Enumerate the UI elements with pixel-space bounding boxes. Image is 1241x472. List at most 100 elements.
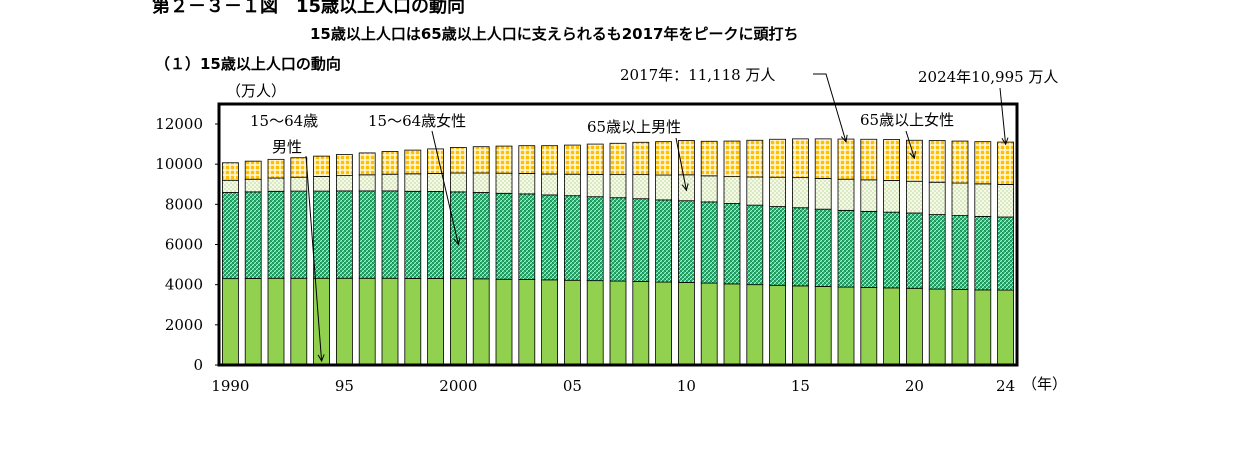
bar-segment-male_15_64 — [244, 278, 262, 366]
bar-segment-female_15_64 — [404, 190, 422, 279]
bar-segment-female_15_64 — [335, 190, 353, 279]
bar-segment-female_15_64 — [290, 190, 308, 279]
bar-segment-male_65plus — [723, 176, 741, 204]
x-tick-label: 10 — [677, 377, 696, 395]
bar-segment-male_15_64 — [928, 288, 946, 366]
bar-segment-female_65plus — [928, 140, 946, 183]
x-tick-label: 24 — [996, 377, 1015, 395]
annotation-label: 15～64歳 — [250, 112, 318, 130]
bar-segment-male_65plus — [449, 172, 467, 193]
bar-segment-female_15_64 — [700, 201, 718, 284]
bar-segment-male_15_64 — [381, 277, 399, 366]
y-tick-label: 0 — [193, 356, 203, 374]
bar-segment-male_65plus — [495, 172, 513, 194]
bar-segment-male_15_64 — [290, 277, 308, 366]
bar-segment-female_15_64 — [883, 211, 900, 289]
bar-segment-female_65plus — [632, 141, 650, 176]
annotation-leader — [999, 87, 1007, 145]
bar-segment-female_15_64 — [814, 208, 832, 287]
bar-segment-female_65plus — [427, 148, 445, 174]
bar-segment-male_65plus — [814, 178, 832, 210]
x-tick-label: 1990 — [211, 377, 249, 395]
bar-segment-male_65plus — [404, 173, 422, 192]
annotation-arrowhead — [840, 134, 848, 143]
annotation-leader — [675, 137, 687, 191]
bar-segment-male_15_64 — [358, 277, 376, 366]
bar-segment-female_15_64 — [928, 214, 946, 290]
bar-segment-male_65plus — [792, 177, 809, 209]
y-tick-label: 2000 — [165, 316, 203, 334]
bar-segment-male_15_64 — [997, 289, 1014, 366]
bar-segment-female_65plus — [883, 139, 900, 181]
bar-segment-female_15_64 — [837, 209, 855, 288]
bar-segment-male_15_64 — [267, 277, 285, 366]
bar-segment-male_15_64 — [678, 282, 695, 366]
bar-segment-male_15_64 — [586, 280, 604, 366]
bar-series — [221, 138, 1014, 366]
y-tick-label: 6000 — [165, 236, 203, 254]
bar-segment-male_15_64 — [449, 278, 467, 366]
bar-segment-female_65plus — [906, 139, 923, 182]
bar-segment-female_15_64 — [495, 192, 513, 280]
bar-segment-female_65plus — [518, 145, 536, 174]
y-tick-label: 8000 — [165, 195, 203, 213]
bar-segment-male_65plus — [427, 173, 445, 192]
bar-segment-male_65plus — [928, 181, 946, 215]
bar-segment-female_15_64 — [723, 203, 741, 285]
annotation-label: 2024年10,995 万人 — [918, 68, 1058, 86]
x-tick-label: 05 — [563, 377, 582, 395]
bar-segment-male_65plus — [564, 173, 581, 197]
bar-segment-female_65plus — [860, 138, 878, 181]
x-axis: 1990 95 2000 05 10 15 20 24 — [211, 377, 1015, 395]
bar-segment-female_65plus — [313, 155, 331, 177]
annotation-arrowhead — [317, 354, 325, 363]
bar-segment-male_15_64 — [723, 283, 741, 366]
bar-segment-female_15_64 — [541, 194, 558, 281]
bar-segment-female_15_64 — [449, 191, 467, 280]
bar-segment-female_15_64 — [518, 193, 536, 280]
bar-segment-female_65plus — [290, 157, 308, 178]
bar-segment-female_65plus — [974, 141, 992, 185]
y-tick-label: 4000 — [165, 276, 203, 294]
figure-subtitle: 15歳以上人口は65歳以上人口に支えられるも2017年をピークに頭打ち — [310, 25, 799, 43]
bar-segment-female_15_64 — [244, 191, 262, 279]
bar-segment-male_15_64 — [951, 289, 969, 366]
annotation-arrowhead — [453, 237, 461, 246]
y-axis-unit: （万人） — [226, 82, 286, 100]
bar-segment-female_65plus — [221, 162, 239, 181]
bar-segment-female_65plus — [381, 151, 399, 175]
bar-segment-male_15_64 — [221, 278, 239, 366]
bar-segment-male_15_64 — [427, 278, 445, 366]
y-axis: 0 2000 4000 6000 8000 10000 12000 — [155, 115, 219, 374]
bar-segment-male_65plus — [883, 180, 900, 213]
bar-segment-female_65plus — [746, 139, 764, 178]
bar-segment-female_15_64 — [586, 196, 604, 282]
bar-segment-male_15_64 — [814, 286, 832, 366]
bar-segment-female_15_64 — [769, 206, 786, 286]
bar-segment-female_65plus — [723, 140, 741, 178]
bar-segment-male_65plus — [221, 179, 239, 193]
bar-segment-female_15_64 — [267, 190, 285, 279]
bar-segment-female_65plus — [678, 140, 695, 176]
bar-segment-male_65plus — [290, 176, 308, 192]
bar-segment-male_65plus — [860, 179, 878, 212]
bar-segment-male_65plus — [518, 173, 536, 195]
bar-segment-female_65plus — [335, 154, 353, 177]
bar-segment-male_65plus — [655, 174, 672, 201]
x-tick-label: 20 — [905, 377, 924, 395]
annotation-label: 65歳以上男性 — [587, 118, 681, 136]
annotation-label: 2017年：11,118 万人 — [620, 66, 775, 84]
bar-segment-female_15_64 — [609, 197, 627, 282]
bar-segment-male_15_64 — [746, 284, 764, 366]
bar-segment-female_65plus — [769, 138, 786, 178]
annotation-label: 65歳以上女性 — [860, 111, 954, 129]
bar-segment-male_15_64 — [837, 286, 855, 366]
bar-segment-male_65plus — [358, 174, 376, 192]
bar-segment-male_65plus — [837, 178, 855, 211]
bar-segment-female_65plus — [655, 141, 672, 176]
bar-segment-male_65plus — [609, 174, 627, 199]
bar-segment-male_65plus — [541, 173, 558, 196]
bar-segment-female_15_64 — [746, 204, 764, 286]
bar-segment-female_65plus — [267, 158, 285, 179]
